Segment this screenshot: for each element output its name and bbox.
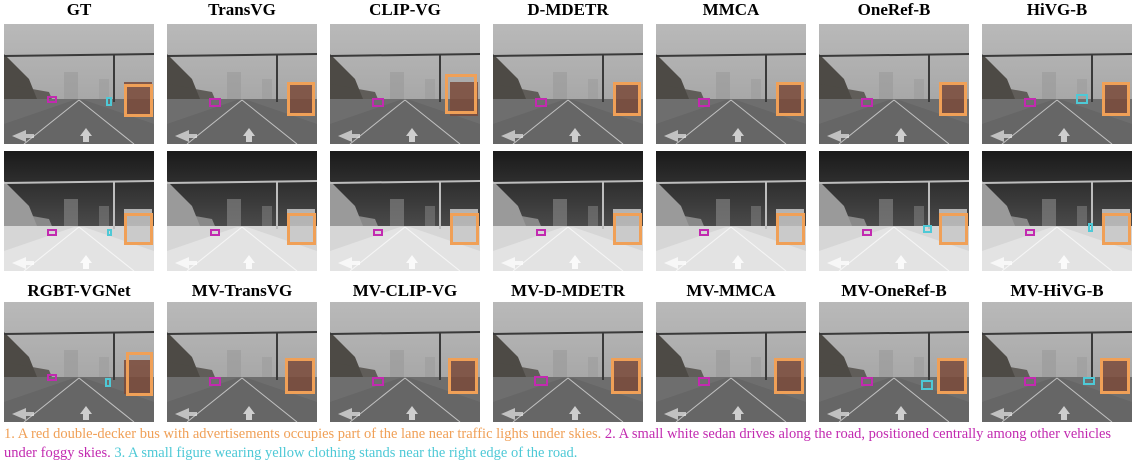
car-bounding-box: [373, 229, 383, 236]
person-bounding-box: [107, 229, 112, 236]
method-label: D-MDETR: [527, 0, 609, 19]
car-bounding-box: [535, 98, 547, 107]
bus-bounding-box: [448, 358, 478, 394]
method-label: MV-OneRef-B: [841, 281, 947, 300]
method-label: OneRef-B: [857, 0, 931, 19]
person-bounding-box: [1083, 377, 1095, 385]
rgb-result-image: [982, 24, 1132, 144]
method-label: HiVG-B: [1026, 0, 1088, 19]
method-label: MV-D-MDETR: [511, 281, 625, 300]
rgb-result-image: [819, 24, 969, 144]
person-bounding-box: [106, 97, 112, 106]
rgb-result-image: [493, 24, 643, 144]
bus-bounding-box: [776, 82, 804, 116]
rgb-result-image: [819, 302, 969, 422]
bus-bounding-box: [939, 213, 968, 245]
thermal-result-image: [819, 151, 969, 271]
rgb-result-image: [493, 302, 643, 422]
bus-bounding-box: [776, 213, 805, 245]
bus-bounding-box: [287, 82, 315, 116]
method-label: MMCA: [702, 0, 760, 19]
bus-bounding-box: [937, 358, 967, 394]
rgb-result-image: [330, 24, 480, 144]
rgb-result-image: [167, 302, 317, 422]
car-bounding-box: [210, 229, 220, 236]
bus-bounding-box: [285, 358, 315, 394]
method-label: TransVG: [208, 0, 276, 19]
rgb-result-image: [330, 302, 480, 422]
method-label: RGBT-VGNet: [27, 281, 131, 300]
car-bounding-box: [699, 229, 709, 236]
rgb-result-image: [4, 24, 154, 144]
method-label: MV-CLIP-VG: [352, 281, 458, 300]
bus-bounding-box: [613, 213, 642, 245]
car-bounding-box: [698, 377, 710, 386]
bus-bounding-box: [613, 82, 641, 116]
person-bounding-box: [921, 380, 933, 390]
car-bounding-box: [372, 98, 384, 107]
person-bounding-box: [923, 225, 932, 233]
bus-bounding-box: [611, 358, 641, 394]
bus-bounding-box: [450, 213, 479, 245]
caption-car: 2. A small white sedan drives along the …: [4, 426, 1112, 461]
method-label: GT: [66, 0, 92, 19]
car-bounding-box: [698, 98, 710, 107]
bus-bounding-box: [287, 213, 316, 245]
thermal-result-image: [167, 151, 317, 271]
bus-bounding-box: [445, 74, 477, 114]
bus-bounding-box: [126, 352, 153, 396]
rgb-result-image: [982, 302, 1132, 422]
car-bounding-box: [1025, 229, 1035, 236]
car-bounding-box: [1024, 98, 1036, 107]
car-bounding-box: [861, 377, 873, 386]
thermal-result-image: [493, 151, 643, 271]
caption-person: 3. A small figure wearing yellow clothin…: [114, 445, 578, 461]
bus-bounding-box: [1100, 358, 1130, 394]
person-bounding-box: [1076, 94, 1088, 104]
car-bounding-box: [861, 98, 873, 107]
thermal-result-image: [4, 151, 154, 271]
rgb-result-image: [4, 302, 154, 422]
car-bounding-box: [209, 98, 221, 107]
car-bounding-box: [372, 377, 384, 386]
method-label: MV-TransVG: [191, 281, 293, 300]
rgb-result-image: [656, 24, 806, 144]
caption-bus: 1. A red double-decker bus with advertis…: [4, 426, 602, 442]
figure-caption: 1. A red double-decker bus with advertis…: [4, 425, 1138, 463]
car-bounding-box: [536, 229, 546, 236]
car-bounding-box: [47, 96, 57, 103]
car-bounding-box: [47, 229, 57, 236]
car-bounding-box: [209, 377, 221, 386]
method-label: CLIP-VG: [369, 0, 441, 19]
bus-bounding-box: [774, 358, 804, 394]
thermal-result-image: [982, 151, 1132, 271]
bus-bounding-box: [1102, 213, 1131, 245]
car-bounding-box: [534, 376, 548, 386]
bus-bounding-box: [1102, 82, 1130, 116]
thermal-result-image: [656, 151, 806, 271]
bus-bounding-box: [124, 84, 153, 117]
car-bounding-box: [47, 374, 57, 381]
bus-bounding-box: [939, 82, 967, 116]
person-bounding-box: [105, 378, 111, 387]
method-label: MV-HiVG-B: [1010, 281, 1104, 300]
car-bounding-box: [862, 229, 872, 236]
person-bounding-box: [1088, 223, 1093, 232]
rgb-result-image: [656, 302, 806, 422]
bus-bounding-box: [124, 213, 153, 245]
car-bounding-box: [1024, 377, 1036, 386]
thermal-result-image: [330, 151, 480, 271]
method-label: MV-MMCA: [686, 281, 776, 300]
rgb-result-image: [167, 24, 317, 144]
